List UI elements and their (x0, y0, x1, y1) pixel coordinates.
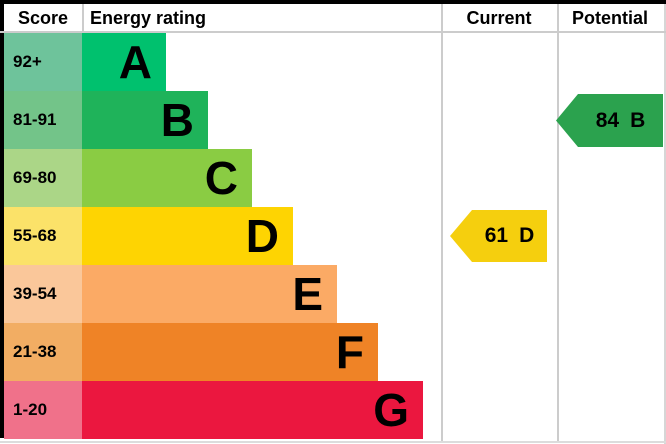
score-range-cell: 55-68 (4, 207, 82, 265)
frame-bottom-border (0, 441, 666, 443)
current-rating-arrow: 61 D (450, 210, 547, 262)
grade-letter: F (335, 326, 364, 378)
score-range-cell: 92+ (4, 33, 82, 91)
rating-bar-d: D (82, 207, 293, 265)
rating-row-f: 21-38 F (4, 323, 440, 381)
potential-rating-arrow: 84 B (556, 94, 663, 147)
grade-letter: E (292, 268, 323, 320)
rating-bar-c: C (82, 149, 252, 207)
potential-column-header: Potential (571, 8, 648, 28)
grade-letter: B (160, 94, 194, 146)
score-range-cell: 1-20 (4, 381, 82, 439)
score-energy-divider (82, 4, 84, 31)
rating-bar-b: B (82, 91, 208, 149)
rating-bar-f: F (82, 323, 378, 381)
rating-bar-e: E (82, 265, 337, 323)
frame-right-border (664, 4, 666, 444)
frame-left-border (0, 0, 4, 438)
header-underline (0, 31, 666, 33)
score-column-header: Score (17, 8, 69, 28)
current-rating-value: 61 (484, 224, 509, 247)
rating-bar-a: A (82, 33, 166, 91)
rating-row-d: 55-68 D (4, 207, 440, 265)
grade-letter: C (204, 152, 238, 204)
score-range-cell: 21-38 (4, 323, 82, 381)
rating-row-c: 69-80 C (4, 149, 440, 207)
rating-bands: 92+ A 81-91 B 69-80 C 55-68 D 39-54 E 21… (4, 33, 440, 439)
grade-letter: D (245, 210, 279, 262)
grade-letter: A (118, 36, 152, 88)
potential-rating-value: 84 (595, 108, 620, 132)
current-rating-grade: D (519, 224, 535, 247)
grade-letter: G (373, 384, 409, 436)
potential-column-divider (557, 4, 559, 441)
score-range-cell: 39-54 (4, 265, 82, 323)
score-range-cell: 69-80 (4, 149, 82, 207)
rating-row-g: 1-20 G (4, 381, 440, 439)
rating-row-a: 92+ A (4, 33, 440, 91)
current-column-header: Current (466, 8, 532, 28)
score-range-cell: 81-91 (4, 91, 82, 149)
rating-row-e: 39-54 E (4, 265, 440, 323)
current-column-divider (441, 4, 443, 441)
energy-rating-column-header: Energy rating (90, 8, 207, 28)
rating-row-b: 81-91 B (4, 91, 440, 149)
potential-rating-grade: B (630, 108, 646, 132)
rating-bar-g: G (82, 381, 423, 439)
frame-top-border (0, 0, 666, 4)
